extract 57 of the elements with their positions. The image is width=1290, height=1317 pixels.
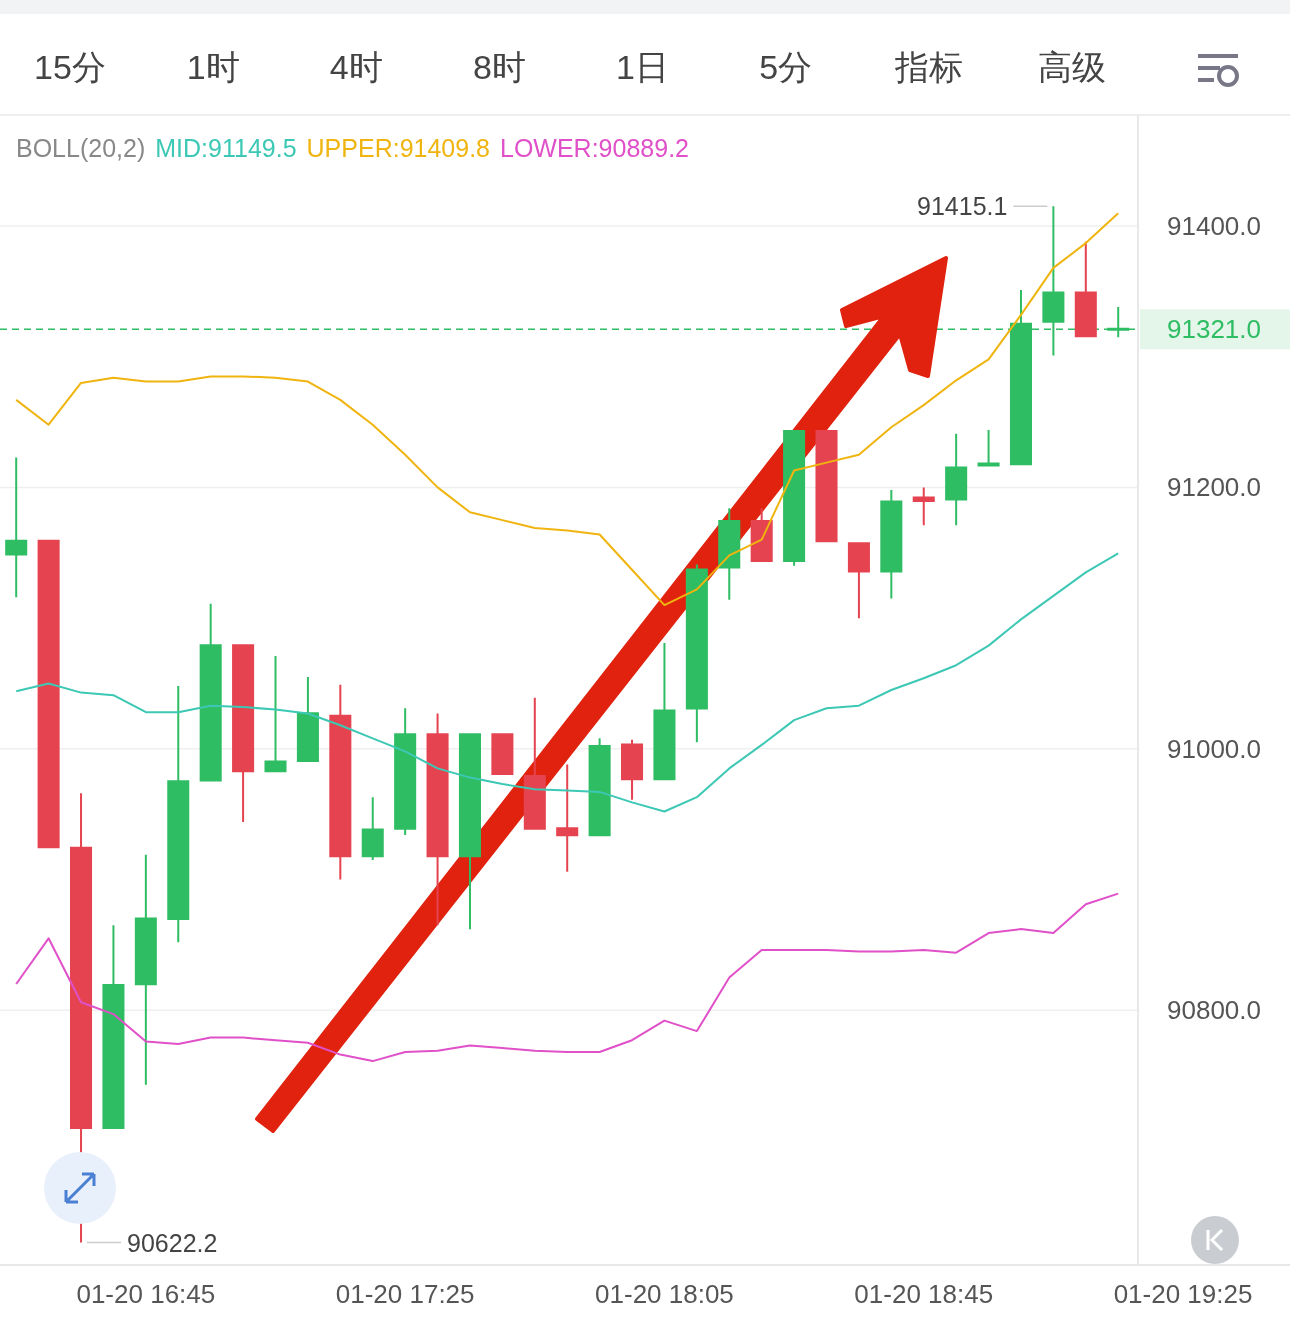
ref-line-label: 91321.0 [1167,314,1261,345]
candlestick [815,429,838,543]
candlestick [847,542,870,619]
candlestick [718,508,741,600]
candlestick [296,676,319,762]
text: 5分 [759,48,813,86]
text: 15分 [34,48,106,86]
candlestick [167,686,190,943]
candlestick [232,644,255,822]
y-tick-label: 91400.0 [1167,211,1261,242]
text: 1日 [616,48,669,86]
text: 8时 [472,48,526,86]
line-series [15,892,1120,1063]
y-tick-label: 90800.0 [1167,995,1261,1026]
candlestick [912,487,935,526]
candlestick [880,490,903,599]
candlestick [264,656,287,773]
candlestick [134,854,157,1085]
x-tick-label: 01-20 18:05 [595,1279,734,1309]
text: 1时 [186,48,240,86]
candlestick [426,713,449,926]
candlestick [523,697,546,830]
candlestick [491,733,514,775]
candlestick [945,433,968,526]
candlestick [102,925,125,1130]
candlestick [588,738,611,837]
candlestick [750,508,773,562]
line-series [15,552,1120,813]
candlestick [556,764,579,872]
candlestick [458,733,481,930]
text: 高级 [1037,48,1106,86]
candlestick [329,684,352,880]
y-tick-label: 91000.0 [1167,733,1261,764]
text: 4时 [329,48,383,86]
candlestick [1074,241,1097,338]
y-tick-label: 91200.0 [1167,472,1261,503]
candlestick [199,603,222,782]
annotation: 91415.1 [917,192,1008,221]
candlestick [361,797,384,860]
text: UPPER:91409.8 [306,134,490,162]
text: 指标 [893,48,963,86]
annotation: 90622.2 [127,1228,218,1257]
candlestick [394,708,417,836]
x-tick-label: 01-20 18:45 [854,1279,994,1309]
candlestick [621,739,644,800]
candlestick [783,429,806,566]
text: LOWER:90889.2 [500,134,689,162]
text: BOLL(20,2) [16,134,146,162]
candlestick [37,539,60,849]
text: MID:91149.5 [155,134,297,162]
candlestick [685,564,708,743]
x-tick-label: 01-20 16:45 [76,1279,216,1309]
candlestick [5,457,28,598]
x-tick-label: 01-20 19:25 [1113,1279,1253,1309]
candlestick [977,429,1000,467]
candlestick [653,642,676,781]
x-tick-label: 01-20 17:25 [335,1279,475,1309]
